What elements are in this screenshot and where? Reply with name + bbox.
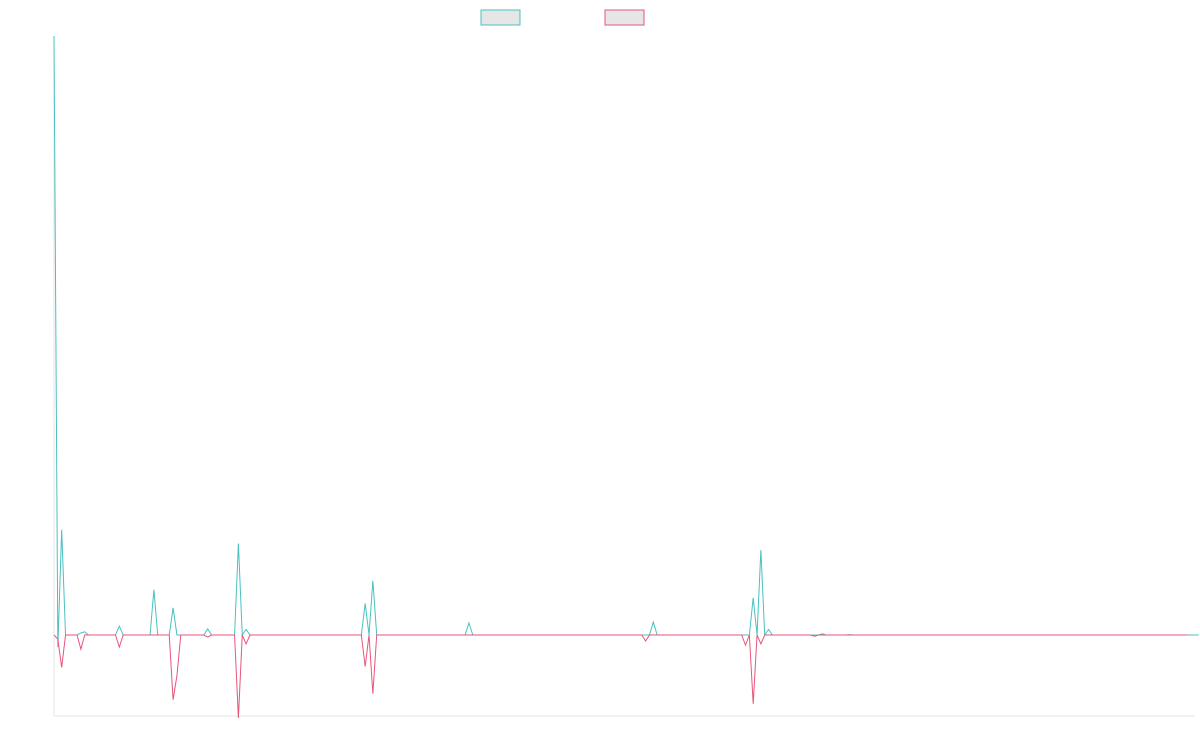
- legend: [480, 9, 645, 26]
- legend-item-1[interactable]: [480, 9, 521, 26]
- series-lines: [53, 35, 1199, 719]
- legend-item-2[interactable]: [604, 9, 645, 26]
- axes: [53, 36, 1195, 717]
- series-line-1: [53, 35, 1199, 648]
- series-line-2: [53, 634, 1188, 719]
- legend-swatch-2: [604, 9, 645, 26]
- legend-swatch-1: [480, 9, 521, 26]
